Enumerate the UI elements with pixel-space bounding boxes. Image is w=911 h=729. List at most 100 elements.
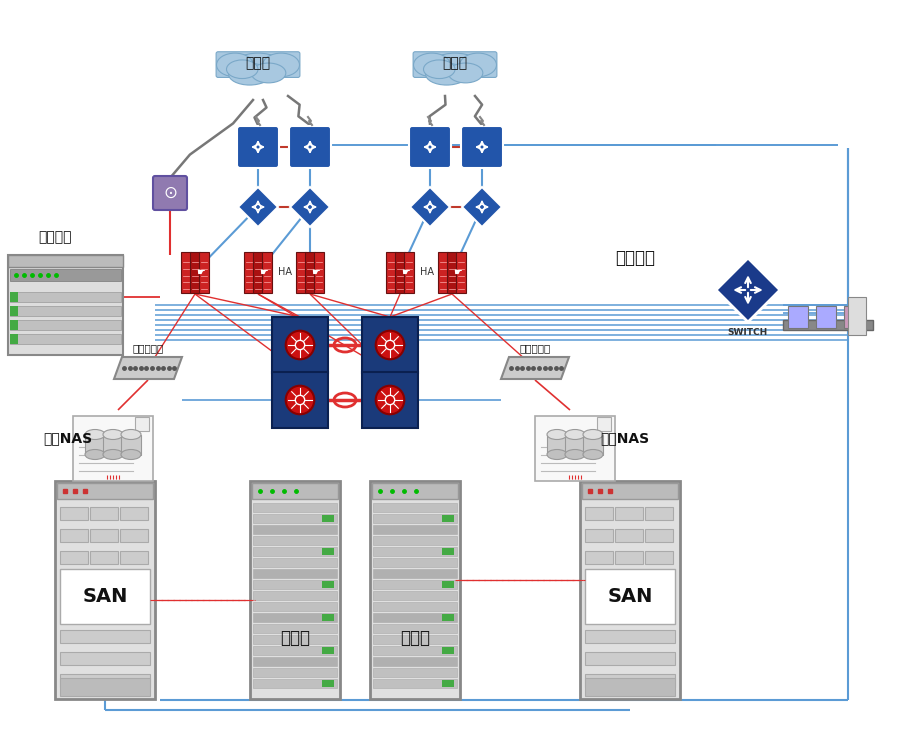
Ellipse shape: [460, 53, 496, 77]
Bar: [373, 668, 457, 677]
Ellipse shape: [448, 63, 483, 83]
Bar: [580, 481, 680, 699]
Bar: [442, 548, 454, 555]
FancyBboxPatch shape: [409, 126, 451, 168]
Bar: [90, 551, 118, 564]
Bar: [250, 481, 340, 699]
Bar: [253, 624, 337, 633]
FancyBboxPatch shape: [413, 52, 496, 77]
Bar: [7, 255, 122, 267]
Bar: [373, 547, 457, 556]
Bar: [9, 306, 17, 316]
Bar: [373, 525, 457, 534]
Text: ☛: ☛: [453, 267, 462, 277]
FancyBboxPatch shape: [262, 252, 271, 292]
Bar: [9, 292, 17, 302]
Bar: [9, 320, 120, 330]
Bar: [253, 646, 337, 655]
Text: 服务器: 服务器: [280, 629, 310, 647]
Bar: [373, 569, 457, 578]
Bar: [9, 334, 17, 344]
Bar: [253, 547, 337, 556]
Text: ☛: ☛: [401, 267, 410, 277]
Circle shape: [385, 395, 394, 405]
FancyBboxPatch shape: [438, 252, 447, 292]
FancyBboxPatch shape: [404, 252, 414, 292]
Text: 服务器: 服务器: [400, 629, 430, 647]
Bar: [442, 680, 454, 687]
Bar: [373, 624, 457, 633]
Bar: [547, 434, 567, 454]
FancyBboxPatch shape: [386, 252, 395, 292]
FancyBboxPatch shape: [237, 126, 279, 168]
Bar: [585, 507, 613, 520]
Bar: [597, 416, 611, 431]
Polygon shape: [238, 187, 278, 227]
Bar: [253, 558, 337, 567]
Bar: [585, 569, 675, 624]
FancyBboxPatch shape: [190, 252, 200, 292]
Text: HA: HA: [420, 267, 434, 277]
Bar: [90, 507, 118, 520]
Bar: [253, 591, 337, 600]
Text: 存储NAS: 存储NAS: [44, 431, 93, 445]
Bar: [322, 581, 334, 588]
FancyBboxPatch shape: [253, 252, 262, 292]
Bar: [9, 334, 120, 344]
Bar: [585, 674, 675, 687]
FancyBboxPatch shape: [395, 252, 404, 292]
Bar: [60, 678, 150, 696]
Ellipse shape: [121, 450, 141, 459]
Bar: [60, 674, 150, 687]
Bar: [57, 483, 153, 499]
Bar: [565, 434, 585, 454]
Ellipse shape: [85, 429, 105, 440]
Bar: [322, 647, 334, 654]
Bar: [442, 515, 454, 522]
Bar: [373, 580, 457, 589]
FancyBboxPatch shape: [289, 126, 331, 168]
Bar: [373, 679, 457, 688]
Ellipse shape: [583, 429, 603, 440]
FancyBboxPatch shape: [272, 317, 328, 373]
Bar: [60, 551, 88, 564]
FancyBboxPatch shape: [216, 52, 300, 77]
FancyBboxPatch shape: [296, 252, 305, 292]
Bar: [322, 614, 334, 621]
Text: 综合管理: 综合管理: [38, 230, 72, 244]
Bar: [442, 581, 454, 588]
Bar: [615, 507, 643, 520]
Polygon shape: [410, 187, 450, 227]
Ellipse shape: [583, 450, 603, 459]
FancyBboxPatch shape: [200, 252, 209, 292]
Ellipse shape: [103, 450, 123, 459]
Bar: [120, 529, 148, 542]
Bar: [788, 306, 808, 328]
Circle shape: [286, 386, 314, 414]
Bar: [373, 503, 457, 512]
Bar: [373, 646, 457, 655]
Bar: [645, 507, 673, 520]
Bar: [615, 551, 643, 564]
Bar: [585, 630, 675, 643]
Bar: [9, 269, 120, 281]
Bar: [322, 515, 334, 522]
Text: SAN: SAN: [608, 587, 652, 606]
Bar: [120, 551, 148, 564]
Bar: [121, 434, 141, 454]
Polygon shape: [716, 258, 780, 322]
Ellipse shape: [227, 60, 258, 79]
Bar: [60, 529, 88, 542]
Text: 存储NAS: 存储NAS: [600, 431, 650, 445]
Bar: [253, 514, 337, 523]
FancyBboxPatch shape: [362, 317, 418, 373]
Bar: [253, 503, 337, 512]
Bar: [322, 548, 334, 555]
Bar: [120, 507, 148, 520]
Bar: [253, 525, 337, 534]
Bar: [253, 569, 337, 578]
Bar: [645, 529, 673, 542]
Bar: [55, 481, 155, 699]
Bar: [253, 635, 337, 644]
Bar: [615, 529, 643, 542]
